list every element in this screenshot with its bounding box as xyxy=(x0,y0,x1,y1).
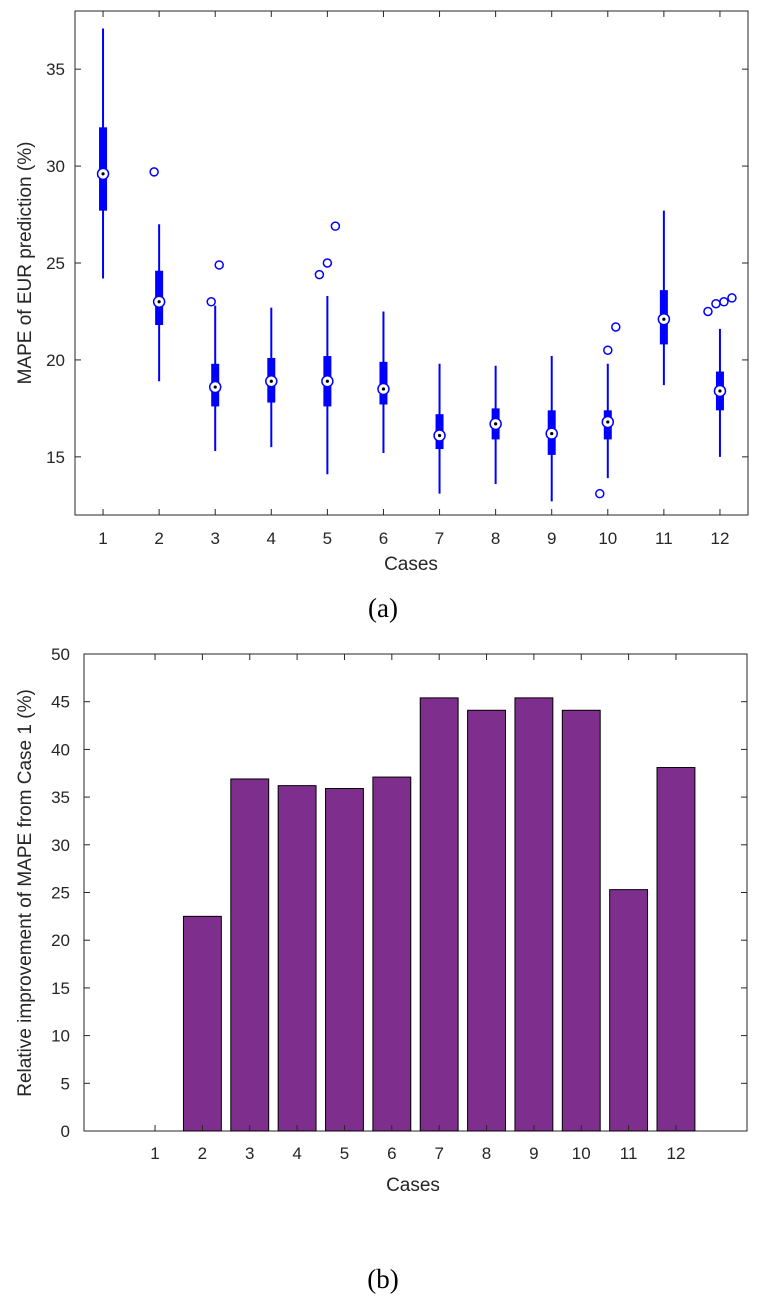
chart-b-ytick-label: 20 xyxy=(51,931,70,950)
outlier xyxy=(603,345,613,355)
chart-b-ylabel: Relative improvement of MAPE from Case 1… xyxy=(15,689,36,1097)
chart-b-xtick-label: 2 xyxy=(198,1144,207,1163)
chart-b-ytick-label: 50 xyxy=(51,645,70,664)
median-dot xyxy=(381,387,386,391)
outlier xyxy=(149,167,159,177)
bar-case-11 xyxy=(609,889,649,1132)
box-case-4 xyxy=(265,307,278,448)
chart-b-xtick-label: 9 xyxy=(529,1144,538,1163)
outlier xyxy=(719,297,729,307)
chart-b-ytick-label: 0 xyxy=(61,1122,70,1141)
chart-a-ytick-label: 25 xyxy=(46,254,65,273)
chart-b-ytick-label: 30 xyxy=(51,836,70,855)
chart-a-xtick-label: 4 xyxy=(267,529,276,548)
outlier xyxy=(214,260,224,270)
box-case-3 xyxy=(206,260,224,452)
outlier xyxy=(703,306,713,317)
box-case-5 xyxy=(314,221,341,475)
outlier xyxy=(330,221,341,231)
chart-b-xtick-label: 1 xyxy=(150,1144,159,1163)
bar-case-3 xyxy=(230,778,270,1132)
chart-b-ytick-label: 15 xyxy=(51,979,70,998)
median-dot xyxy=(269,379,273,383)
chart-b-xtick-label: 11 xyxy=(620,1144,638,1163)
box-case-10 xyxy=(595,322,621,499)
chart-a-xtick-label: 6 xyxy=(379,529,388,548)
outlier xyxy=(611,322,621,332)
chart-b-ytick-label: 25 xyxy=(51,884,70,903)
bar-case-10 xyxy=(561,709,601,1132)
chart-a-xtick-label: 2 xyxy=(154,529,163,548)
bar-case-12 xyxy=(656,767,696,1132)
chart-a-xlabel: Cases xyxy=(384,554,438,575)
bar-case-5 xyxy=(325,788,364,1132)
median-dot xyxy=(325,379,329,383)
chart-b-ytick-label: 45 xyxy=(51,693,70,712)
chart-a-xtick-label: 11 xyxy=(655,529,673,548)
chart-b-ytick-label: 35 xyxy=(51,788,70,807)
chart-b-xlabel: Cases xyxy=(386,1175,440,1196)
median-dot xyxy=(494,422,498,426)
median-dot xyxy=(157,300,161,304)
chart-b-ytick-label: 10 xyxy=(51,1027,70,1046)
outlier xyxy=(727,293,737,303)
chart-a-xtick-label: 12 xyxy=(710,529,729,548)
outlier xyxy=(314,269,325,280)
chart-a-ytick-label: 15 xyxy=(46,448,65,467)
chart-b-panel-label: (b) xyxy=(367,1264,398,1294)
bar-case-7 xyxy=(419,697,459,1132)
box-case-2 xyxy=(149,167,166,382)
chart-a-xtick-label: 3 xyxy=(210,529,219,548)
chart-b-xtick-label: 5 xyxy=(340,1144,349,1163)
chart-b-ytick-label: 40 xyxy=(51,740,70,759)
outlier xyxy=(595,488,605,499)
chart-a-ylabel: MAPE of EUR prediction (%) xyxy=(15,142,36,385)
chart-b-xtick-label: 10 xyxy=(572,1144,591,1163)
bar-case-6 xyxy=(372,776,412,1132)
chart-a-xtick-label: 9 xyxy=(547,529,556,548)
chart-b-xtick-label: 4 xyxy=(292,1144,301,1163)
chart-a-xtick-label: 5 xyxy=(323,529,332,548)
chart-a-xtick-label: 7 xyxy=(435,529,444,548)
bar-case-4 xyxy=(277,785,317,1132)
chart-a-ytick-label: 35 xyxy=(46,60,65,79)
chart-b-xtick-label: 8 xyxy=(482,1144,491,1163)
chart-a-plot-area xyxy=(74,10,749,516)
box-case-6 xyxy=(377,311,390,453)
outlier xyxy=(206,297,216,307)
median-dot xyxy=(550,431,554,436)
chart-b-xtick-label: 3 xyxy=(245,1144,254,1163)
chart-a-xtick-label: 10 xyxy=(598,529,617,548)
median-dot xyxy=(662,317,666,321)
box-case-1 xyxy=(96,28,110,279)
median-dot xyxy=(213,385,217,389)
median-dot xyxy=(718,389,722,393)
chart-a-ytick-label: 30 xyxy=(46,157,65,176)
chart-a-panel-label: (a) xyxy=(368,593,398,623)
median-dot xyxy=(606,420,610,424)
box-case-12 xyxy=(703,293,737,457)
bar-case-8 xyxy=(467,709,506,1132)
chart-b-xtick-label: 12 xyxy=(667,1144,686,1163)
median-dot xyxy=(437,433,442,438)
bar-case-9 xyxy=(514,697,554,1132)
chart-b-xtick-label: 7 xyxy=(434,1144,443,1163)
chart-a-ytick-label: 20 xyxy=(46,351,65,370)
box-case-7 xyxy=(433,363,446,494)
chart-b-xtick-label: 6 xyxy=(387,1144,396,1163)
median-dot xyxy=(101,172,105,176)
bar-case-2 xyxy=(182,915,222,1132)
box-case-11 xyxy=(657,210,671,386)
chart-b-ytick-label: 5 xyxy=(61,1074,70,1093)
outlier xyxy=(322,258,333,268)
chart-a-xtick-label: 1 xyxy=(98,529,107,548)
chart-a-xtick-label: 8 xyxy=(491,529,500,548)
box-case-9 xyxy=(545,356,558,502)
box-case-8 xyxy=(489,365,502,484)
